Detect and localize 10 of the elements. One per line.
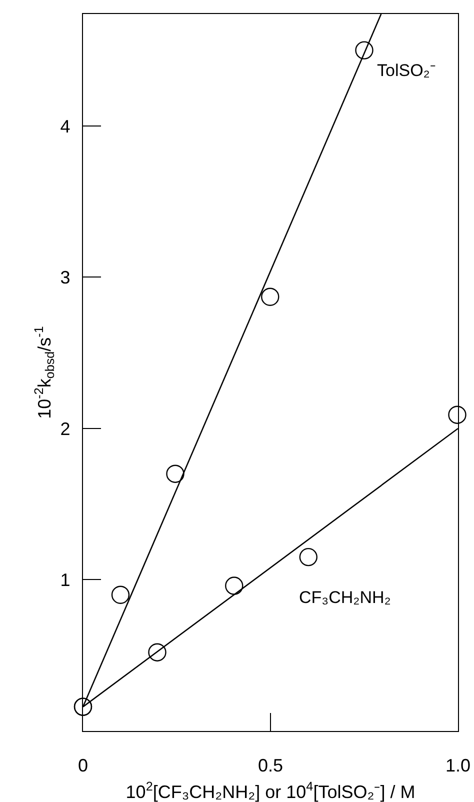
y-tick-label: 2	[60, 418, 70, 439]
y-tick-label: 3	[60, 268, 70, 288]
x-tick-label: 1.0	[445, 756, 471, 776]
x-tick-label: 0.5	[258, 756, 284, 776]
series-label: TolSO₂⁻	[377, 61, 436, 80]
x-tick-label: 0	[78, 756, 88, 776]
y-tick-label: 1	[60, 570, 70, 590]
y-tick-label: 4	[60, 116, 70, 136]
x-axis-title: 10$^{2}$[CF₃CH₂NH₂] or 10$^{4}$[TolSO₂⁻] / M	[126, 779, 416, 802]
series-label: CF₃CH₂NH₂	[299, 588, 391, 607]
